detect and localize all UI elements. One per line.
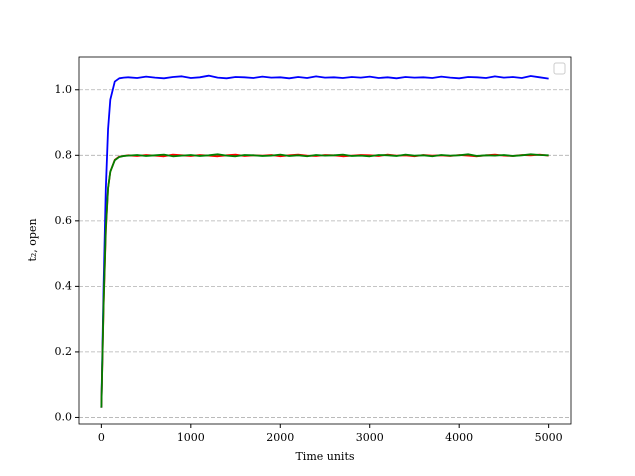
y-tick-label: 0.0 xyxy=(55,410,73,423)
legend-box xyxy=(553,62,566,75)
y-tick-label: 0.8 xyxy=(55,148,73,161)
x-tick-label: 3000 xyxy=(356,431,384,444)
plot-frame xyxy=(78,56,572,425)
x-tick-label: 0 xyxy=(98,431,105,444)
data-line xyxy=(100,74,549,408)
y-tick-label: 0.2 xyxy=(55,345,73,358)
x-tick-label: 4000 xyxy=(445,431,473,444)
data-line xyxy=(100,153,549,408)
x-tick-label: 2000 xyxy=(266,431,294,444)
x-tick-label: 1000 xyxy=(177,431,205,444)
y-tick-label: 0.4 xyxy=(55,279,73,292)
y-tick-label: 0.6 xyxy=(55,214,73,227)
y-axis-label: t₂, open xyxy=(26,218,39,261)
y-tick-label: 1.0 xyxy=(55,83,73,96)
x-tick-label: 5000 xyxy=(535,431,563,444)
x-axis-label: Time units xyxy=(295,450,354,463)
